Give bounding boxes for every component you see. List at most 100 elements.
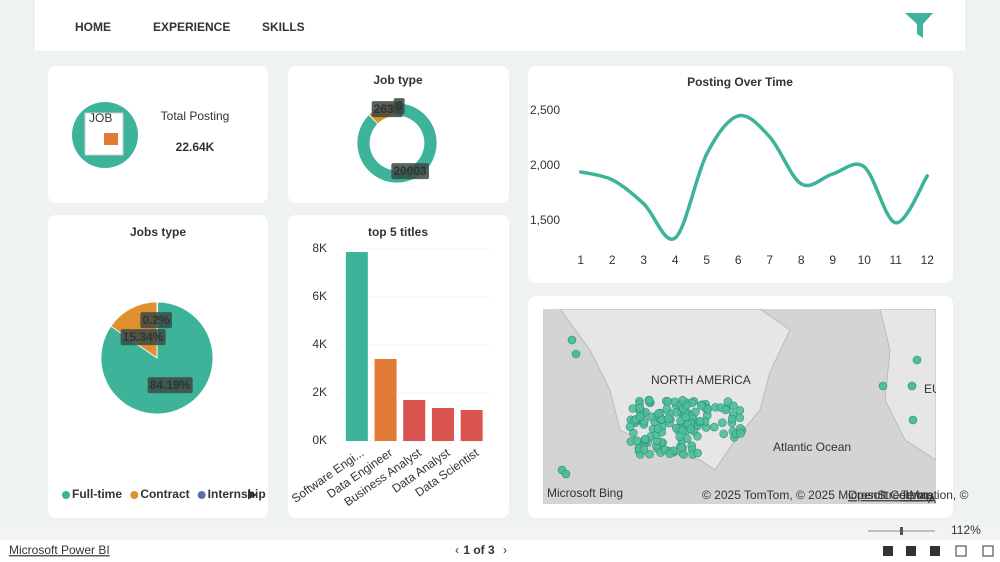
legend-label: Internship (208, 487, 266, 501)
map-dot (640, 434, 650, 444)
bar (460, 409, 483, 441)
zoom-thumb[interactable] (900, 527, 903, 535)
share-link[interactable] (955, 545, 967, 557)
legend-label: Full-time (72, 487, 122, 501)
map-dot (567, 335, 577, 345)
x-tick-label: 12 (921, 253, 935, 267)
kpi-icon-box (104, 133, 118, 145)
share-linkedin[interactable] (930, 546, 940, 556)
y-tick-label: 1,500 (530, 213, 560, 227)
map-label: NORTH AMERICA (651, 373, 751, 387)
y-tick-label: 2,500 (530, 103, 560, 117)
nav-bar (35, 0, 965, 51)
bar (374, 358, 397, 441)
x-tick-label: 3 (640, 253, 647, 267)
legend-swatch (62, 491, 70, 499)
line (579, 113, 929, 241)
map-dot (696, 401, 706, 410)
y-tick-label: 4K (312, 337, 327, 351)
bar (345, 252, 368, 441)
footer-brand[interactable]: Microsoft Power BI (9, 543, 110, 557)
data-label-bg (140, 312, 173, 329)
chart-title: top 5 titles (368, 225, 428, 239)
x-tick-label: 1 (577, 253, 584, 267)
map-terms[interactable]: Terms (901, 488, 934, 502)
next-page[interactable]: › (503, 543, 507, 557)
map-dot (695, 416, 705, 426)
map-dots (557, 335, 922, 479)
share-twitter[interactable] (906, 546, 916, 556)
y-tick-label: 2K (312, 385, 327, 399)
data-label: 84.19% (150, 378, 191, 392)
map-dot (709, 422, 719, 432)
x-tick-label: 7 (766, 253, 773, 267)
prev-page[interactable]: ‹ (455, 543, 459, 557)
chart-title: Job type (373, 73, 423, 87)
map-dot (736, 429, 745, 438)
chart-title: Jobs type (130, 225, 186, 239)
page-indicator: 1 of 3 (463, 543, 495, 557)
x-tick-label: 11 (890, 253, 903, 267)
map-dot (653, 424, 663, 434)
x-tick-label: 6 (735, 253, 742, 267)
map-dot (662, 404, 672, 414)
map-dot (654, 409, 663, 418)
legend-next: ▶ (248, 487, 258, 501)
slice (356, 102, 438, 184)
map-dot (571, 349, 581, 359)
map-dot (907, 381, 917, 391)
x-tick-label: 9 (829, 253, 836, 267)
line-card (528, 66, 953, 283)
data-label: 0.2% (142, 313, 170, 327)
data-label: 20003 (393, 164, 427, 178)
nav-experience[interactable]: EXPERIENCE (153, 20, 230, 34)
share-facebook[interactable] (883, 546, 893, 556)
filter-icon[interactable] (905, 13, 933, 38)
zoom-level: 112% (951, 523, 981, 537)
map-dot (878, 381, 888, 391)
legend-label: Contract (140, 487, 189, 501)
map-dot (644, 395, 654, 405)
data-label: 6 (396, 99, 403, 113)
fullscreen[interactable] (982, 545, 994, 557)
map-label: AF (928, 492, 943, 506)
map-label: Atlantic Ocean (773, 440, 851, 454)
map-dot (723, 397, 733, 406)
x-tick-label: 8 (798, 253, 805, 267)
map-dot (908, 415, 918, 425)
map-dot (664, 414, 673, 423)
map-osm[interactable]: OpenStreetMap (848, 488, 933, 502)
map-dot (677, 443, 687, 452)
map-dot (675, 432, 685, 442)
map-dot (645, 449, 654, 459)
bar-card (288, 215, 509, 518)
nav-home[interactable]: HOME (75, 20, 111, 34)
map-dot (727, 414, 737, 424)
kpi-label: Total Posting (161, 109, 230, 123)
kpi-icon-label: JOB (89, 111, 112, 125)
map-logo: Microsoft Bing (547, 486, 623, 500)
map-dot (693, 448, 702, 458)
legend-swatch (197, 491, 206, 499)
nav-skills[interactable]: SKILLS (262, 20, 305, 34)
y-tick-label: 0K (312, 433, 327, 447)
map-dot (719, 429, 728, 439)
data-label-bg (393, 98, 405, 115)
map-attribution: © 2025 TomTom, © 2025 Microsoft Corporat… (702, 488, 969, 502)
map-dot (632, 436, 642, 446)
map-dot (639, 445, 649, 454)
data-label: 15.34% (123, 330, 164, 344)
data-label-bg (147, 377, 193, 394)
data-label-bg (391, 163, 430, 180)
donut-card (288, 66, 509, 203)
map-dot (681, 412, 690, 422)
map-label: EUR (924, 382, 950, 396)
kpi-value: 22.64K (176, 140, 215, 154)
map-dot (912, 355, 922, 365)
map-dot (635, 412, 645, 422)
map-dot (721, 405, 730, 415)
footer (0, 540, 1000, 562)
bar (403, 400, 426, 441)
map-dot (686, 424, 695, 434)
